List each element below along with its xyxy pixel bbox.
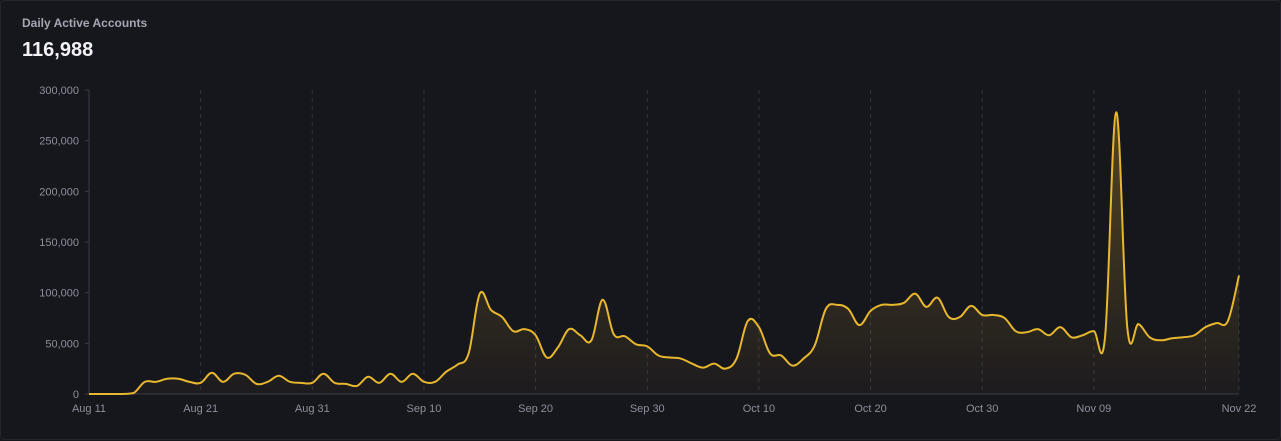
x-axis-tick-labels: Aug 11 Aug 21 Aug 31 Sep 10 Sep 20 Sep 30 Oct … — [72, 403, 1256, 415]
y-axis-tick-labels: 0 50,000 100,000 150,000 200,000 250,000 300,0… — [39, 85, 79, 401]
x-tick-label: Oct 20 — [854, 403, 886, 415]
current-value: 116,988 — [22, 39, 94, 61]
y-tick-label: 50,000 — [45, 338, 79, 350]
x-tick-label: Nov 09 — [1076, 403, 1111, 415]
y-tick-label: 250,000 — [39, 136, 79, 148]
x-tick-label: Sep 10 — [407, 403, 442, 415]
y-tick-label: 200,000 — [39, 186, 79, 198]
x-tick-label: Aug 31 — [295, 403, 330, 415]
y-tick-label: 100,000 — [39, 288, 79, 300]
x-tick-label: Oct 10 — [743, 403, 775, 415]
x-tick-label: Sep 20 — [518, 403, 553, 415]
y-tick-label: 0 — [73, 389, 79, 401]
x-tick-label: Aug 11 — [72, 403, 106, 415]
x-tick-label: Aug 21 — [183, 403, 218, 415]
x-tick-label: Sep 30 — [630, 403, 665, 415]
y-tick-label: 300,000 — [39, 85, 79, 97]
grid-lines — [200, 90, 1240, 394]
x-tick-label: Nov 22 — [1222, 403, 1257, 415]
y-tick-label: 150,000 — [39, 237, 79, 249]
x-tick-label: Oct 30 — [966, 403, 998, 415]
chart-title: Daily Active Accounts — [22, 16, 148, 30]
series-line[interactable] — [89, 111, 1240, 395]
series-area — [89, 112, 1239, 394]
